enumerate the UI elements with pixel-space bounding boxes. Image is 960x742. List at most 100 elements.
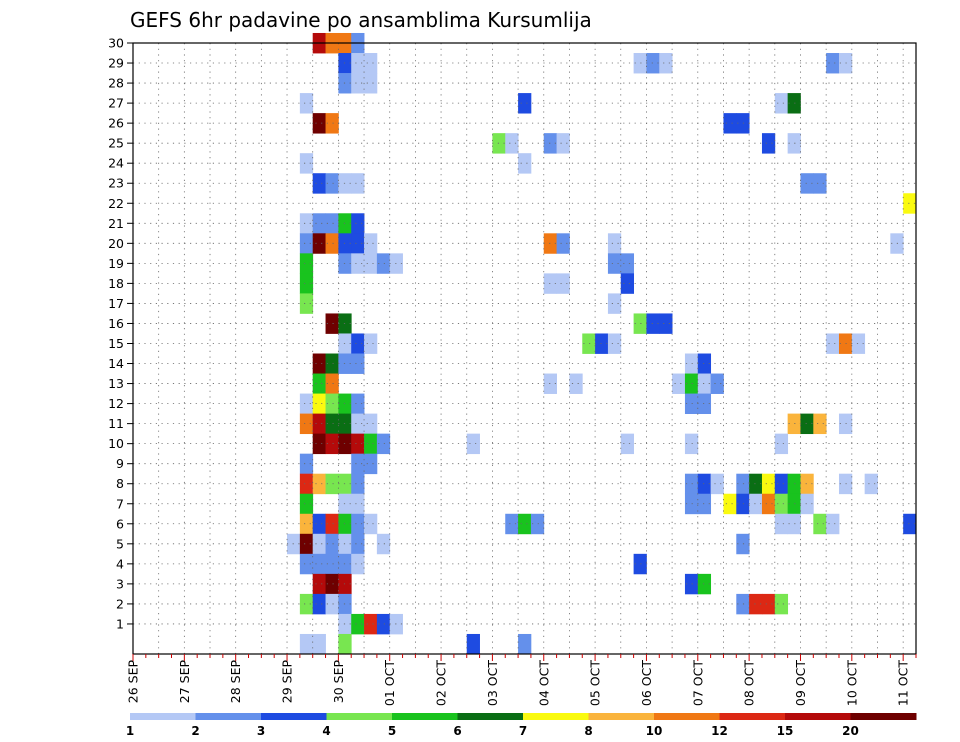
precip-cell [325,433,339,455]
precip-cell [376,253,391,274]
precip-cell [697,393,712,415]
x-tick-label: 07 OCT [690,660,705,706]
precip-cell [299,93,314,114]
precip-cell [543,373,557,394]
y-tick-label: 2 [116,596,124,611]
precip-cell [607,253,622,274]
precip-cell [582,333,596,354]
precip-cell [299,513,314,535]
precip-cell [299,493,314,515]
precip-cell [299,273,314,294]
precip-cell [505,513,519,535]
colorbar-swatch [392,713,458,720]
precip-cell [351,553,365,575]
precip-cell [556,273,570,294]
precip-cell [761,593,776,615]
precip-cell [659,313,673,334]
colorbar-label: 12 [711,724,728,738]
precip-cell [646,53,660,74]
precip-cell [364,73,378,94]
precip-cell [607,333,622,354]
precip-cell [376,533,391,555]
precip-cell [312,513,326,535]
colorbar-label: 10 [646,724,663,738]
precip-cell [299,633,314,655]
precip-cell [364,613,378,635]
precip-cell [774,513,789,535]
precip-cell [646,313,660,334]
y-tick-label: 17 [108,296,124,311]
x-tick-label: 02 OCT [434,660,449,706]
precip-cell [710,473,724,495]
precip-cell [376,433,391,455]
colorbar-label: 4 [322,724,330,738]
precip-cell [672,373,686,394]
precip-cell [800,493,814,515]
precip-cell [684,353,699,374]
precip-cell [325,553,339,575]
precip-cell [312,593,326,615]
precip-cell [325,513,339,535]
colorbar-swatch [654,713,720,720]
y-tick-label: 12 [108,396,124,411]
precip-cell [633,553,647,575]
precip-cell [351,513,365,535]
precip-cell [351,173,365,194]
y-tick-label: 18 [108,276,124,291]
y-tick-label: 5 [116,536,124,551]
precip-cell [364,253,378,274]
colorbar-swatch [195,713,262,720]
precip-cell [556,233,570,254]
precip-cell [684,573,699,595]
x-tick-label: 04 OCT [536,660,551,706]
x-tick-label: 01 OCT [382,660,397,706]
colorbar-label: 3 [257,724,265,738]
precip-cell [299,393,314,415]
y-tick-label: 1 [116,616,124,631]
precip-cell [325,473,339,495]
y-tick-label: 23 [108,176,124,191]
precip-cell [800,413,814,435]
precip-cell [325,353,339,374]
precip-cell [633,313,647,334]
precip-cell [851,333,866,354]
precip-cell [325,233,339,254]
y-tick-label: 13 [108,376,124,391]
precip-cell [659,53,673,74]
precip-cell [774,593,789,615]
precip-cell [684,473,699,495]
colorbar-swatch [588,713,655,720]
precip-cell [556,133,570,154]
precip-cell [761,473,776,495]
y-tick-label: 29 [108,56,124,71]
y-tick-label: 25 [108,136,124,151]
precip-cell [299,153,314,174]
precip-cell [312,473,326,495]
colorbar-swatch [130,713,196,720]
colorbar: 1 2 3 4 5 6 7 8 10 12 15 20 [126,713,917,738]
precip-cell [607,233,622,254]
precip-cell [351,433,365,455]
precip-cell [299,533,314,555]
precip-cell [351,73,365,94]
precip-cell [312,173,326,194]
colorbar-swatch [457,713,524,720]
precip-cell [351,253,365,274]
precip-cell [351,493,365,515]
precip-cell [351,353,365,374]
precip-cell [530,513,545,535]
precip-cell [325,573,339,595]
precip-cell [364,53,378,74]
y-tick-label: 20 [108,236,124,251]
y-tick-label: 22 [108,196,124,211]
precip-cell [364,233,378,254]
x-axis: 26 SEP 27 SEP 28 SEP 29 SEP 30 SEP 01 OCT 02 O… [126,654,917,706]
colorbar-swatch [719,713,786,720]
precip-cell [684,393,699,415]
precip-cell [364,433,378,455]
colorbar-label: 5 [388,724,396,738]
y-tick-label: 28 [108,76,124,91]
y-tick-label: 30 [108,36,124,51]
precip-cell [325,533,339,555]
precip-cell [312,433,326,455]
